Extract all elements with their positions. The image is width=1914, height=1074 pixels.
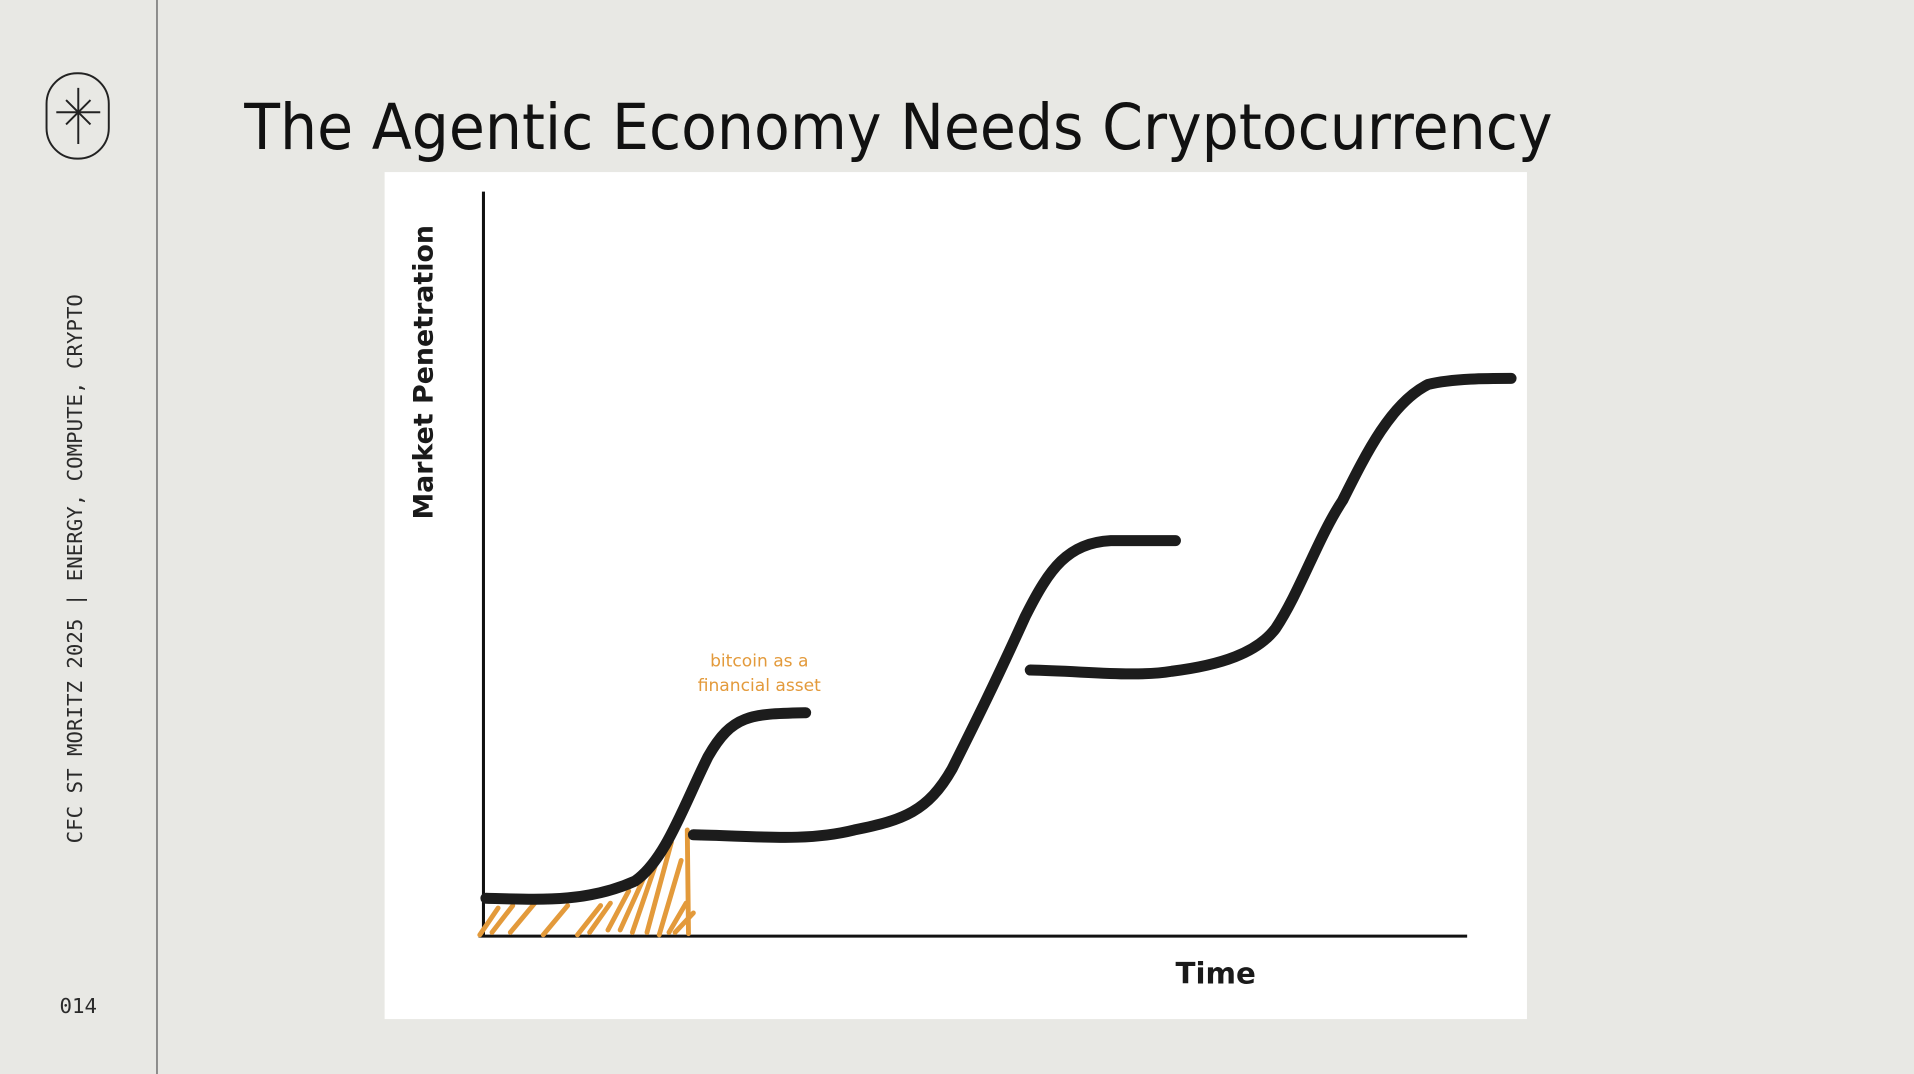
annotation-line: financial asset: [698, 676, 821, 696]
logo: [45, 72, 110, 160]
curve-3: [1024, 372, 1517, 680]
hatching: [477, 827, 696, 938]
page-number: 014: [60, 994, 97, 1018]
s-curves: [480, 372, 1517, 905]
x-axis-label: Time: [1176, 957, 1256, 991]
annotation-line: bitcoin as a: [710, 651, 808, 671]
y-axis-label: Market Penetration: [408, 225, 439, 520]
curve-1: [480, 707, 812, 905]
slide-title: The Agentic Economy Needs Cryptocurrency: [243, 90, 1552, 164]
curve-2: [687, 535, 1181, 843]
sidebar-tagline: CFC ST MORITZ 2025 | ENERGY, COMPUTE, CR…: [63, 294, 88, 843]
diagram-panel: [384, 172, 1527, 1020]
